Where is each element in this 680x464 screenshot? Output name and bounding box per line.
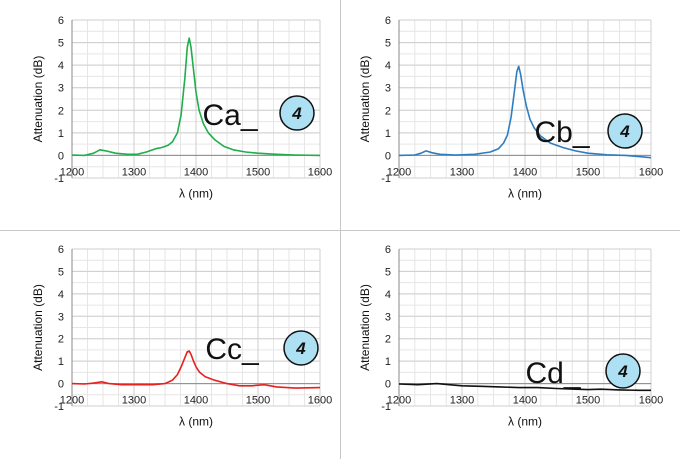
y-axis-title: Attenuation (dB) — [358, 56, 372, 143]
x-tick-label: 1300 — [450, 166, 474, 178]
y-tick-label: 5 — [385, 38, 391, 50]
y-tick-label: 5 — [385, 266, 391, 278]
y-tick-label: 4 — [385, 289, 391, 301]
badge-number: 4 — [617, 362, 628, 381]
y-tick-label: 3 — [385, 83, 391, 95]
y-tick-label: 1 — [58, 128, 64, 140]
x-tick-label: 1400 — [184, 395, 208, 407]
y-tick-label: 2 — [385, 334, 391, 346]
y-tick-label: 4 — [58, 289, 64, 301]
x-axis-title: λ (nm) — [508, 415, 542, 429]
y-tick-label: 2 — [58, 334, 64, 346]
x-tick-label: 1300 — [122, 166, 146, 178]
x-axis-title: λ (nm) — [508, 186, 542, 200]
y-axis-title: Attenuation (dB) — [31, 56, 45, 143]
badge-number: 4 — [295, 339, 306, 358]
x-tick-label: 1400 — [513, 395, 537, 407]
sample-tag: Cd_ — [525, 357, 581, 390]
x-tick-label: 1600 — [308, 166, 332, 178]
x-tick-label: 1400 — [513, 166, 537, 178]
y-tick-label: 5 — [58, 266, 64, 278]
x-tick-label: 1600 — [639, 395, 663, 407]
y-tick-label: 5 — [58, 38, 64, 50]
x-tick-label: 1200 — [387, 166, 411, 178]
y-tick-label: 0 — [385, 379, 391, 391]
y-tick-label: 2 — [58, 105, 64, 117]
y-tick-label: 6 — [385, 244, 391, 256]
y-tick-label: 6 — [385, 15, 391, 27]
y-tick-label: 1 — [385, 128, 391, 140]
y-tick-label: 0 — [58, 379, 64, 391]
badge-number: 4 — [291, 104, 302, 123]
x-axis-title: λ (nm) — [179, 415, 213, 429]
sample-tag: Cc_ — [205, 333, 260, 366]
x-tick-label: 1200 — [60, 166, 84, 178]
x-tick-label: 1500 — [576, 395, 600, 407]
x-tick-label: 1500 — [246, 166, 270, 178]
x-tick-label: 1600 — [308, 395, 332, 407]
y-tick-label: 3 — [58, 83, 64, 95]
x-tick-label: 1200 — [387, 395, 411, 407]
x-tick-label: 1200 — [60, 395, 84, 407]
y-tick-label: 4 — [58, 60, 64, 72]
x-tick-label: 1300 — [122, 395, 146, 407]
y-tick-label: 2 — [385, 105, 391, 117]
x-tick-label: 1500 — [246, 395, 270, 407]
badge-number: 4 — [619, 122, 630, 141]
x-tick-label: 1600 — [639, 166, 663, 178]
y-tick-label: 1 — [385, 356, 391, 368]
y-tick-label: 6 — [58, 15, 64, 27]
y-axis-title: Attenuation (dB) — [358, 284, 372, 371]
y-tick-label: 0 — [385, 150, 391, 162]
x-tick-label: 1400 — [184, 166, 208, 178]
y-tick-label: 6 — [58, 244, 64, 256]
sample-tag: Cb_ — [534, 116, 590, 149]
y-tick-label: 3 — [385, 311, 391, 323]
x-tick-label: 1300 — [450, 395, 474, 407]
x-axis-title: λ (nm) — [179, 186, 213, 200]
y-axis-title: Attenuation (dB) — [31, 284, 45, 371]
y-tick-label: 3 — [58, 311, 64, 323]
y-tick-label: 0 — [58, 150, 64, 162]
sample-tag: Ca_ — [202, 99, 258, 132]
x-tick-label: 1500 — [576, 166, 600, 178]
y-tick-label: 1 — [58, 356, 64, 368]
y-tick-label: 4 — [385, 60, 391, 72]
